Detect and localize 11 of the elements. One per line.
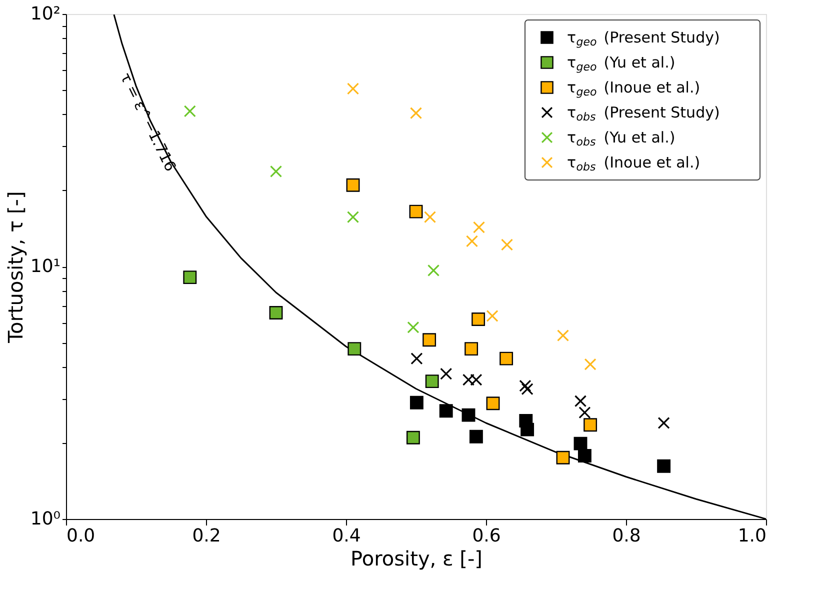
y-axis-title: Tortuosity, τ [-] <box>3 191 28 344</box>
x-tick-label: 0.2 <box>192 526 221 546</box>
y-tick-label: 10¹ <box>30 256 60 277</box>
x-tick-label: 0.8 <box>612 526 641 546</box>
x-tick-label: 0.4 <box>332 526 361 546</box>
y-tick-label: 10² <box>30 4 60 24</box>
y-tick-label: 10⁰ <box>30 508 60 530</box>
x-tick-label: 0.6 <box>472 526 501 546</box>
x-tick-label: 1.0 <box>738 526 766 546</box>
x-axis-title: Porosity, ε [-] <box>350 546 482 570</box>
x-tick-label: 0.0 <box>66 526 96 546</box>
